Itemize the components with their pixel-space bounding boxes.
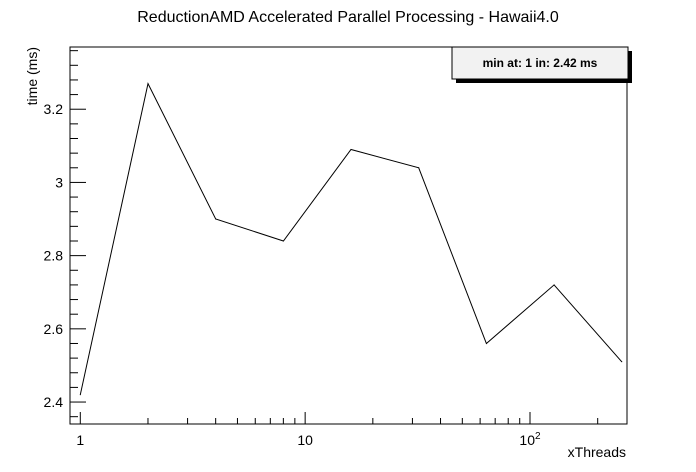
data-point — [485, 342, 487, 344]
legend-box: min at: 1 in: 2.42 ms — [451, 46, 632, 83]
x-tick-label: 102 — [519, 431, 541, 448]
series-points — [79, 83, 623, 396]
data-point — [282, 240, 284, 242]
chart-title: ReductionAMD Accelerated Parallel Proces… — [137, 9, 559, 26]
y-tick-labels: 2.4 2.6 2.8 3 3.2 — [44, 101, 64, 410]
data-point — [350, 148, 352, 150]
data-point — [418, 167, 420, 169]
x-tick-label: 10 — [297, 432, 313, 448]
data-point — [147, 83, 149, 85]
legend-text: min at: 1 in: 2.42 ms — [483, 56, 598, 70]
y-tick-label: 2.6 — [44, 321, 64, 337]
y-tick-label: 2.8 — [44, 248, 64, 264]
x-ticks — [69, 412, 599, 424]
plot-frame — [69, 46, 628, 425]
x-tick-labels: 1 10 102 — [76, 431, 541, 448]
data-point — [79, 394, 81, 396]
y-tick-label: 3 — [55, 174, 63, 190]
data-point — [215, 218, 217, 220]
x-axis-label: xThreads — [568, 444, 626, 460]
series-line — [79, 82, 623, 395]
y-tick-label: 2.4 — [44, 394, 64, 410]
y-axis-label: time (ms) — [24, 47, 40, 105]
data-point — [621, 361, 623, 363]
y-ticks — [70, 50, 86, 418]
x-tick-label: 1 — [76, 432, 84, 448]
legend-background — [451, 46, 629, 80]
y-tick-label: 3.2 — [44, 101, 64, 117]
data-point — [553, 284, 555, 286]
